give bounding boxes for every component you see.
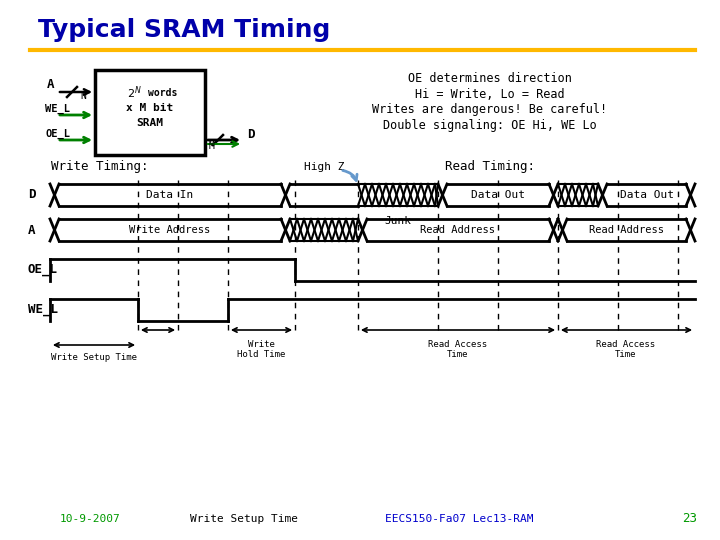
- Text: A: A: [47, 78, 55, 91]
- Text: WE_L: WE_L: [45, 104, 70, 114]
- Text: N: N: [80, 91, 86, 101]
- Text: Double signaling: OE Hi, WE Lo: Double signaling: OE Hi, WE Lo: [383, 119, 597, 132]
- Text: Write Setup Time: Write Setup Time: [51, 353, 137, 362]
- Text: 10-9-2007: 10-9-2007: [60, 514, 121, 524]
- Text: Read Timing:: Read Timing:: [445, 160, 535, 173]
- Text: Hi = Write, Lo = Read: Hi = Write, Lo = Read: [415, 87, 564, 100]
- Text: Read Access
Time: Read Access Time: [428, 340, 487, 360]
- Text: words: words: [148, 88, 177, 98]
- Text: D: D: [28, 188, 35, 201]
- Text: D: D: [247, 128, 254, 141]
- Text: Write Timing:: Write Timing:: [51, 160, 149, 173]
- Text: x M bit: x M bit: [127, 103, 174, 113]
- Text: Write Setup Time: Write Setup Time: [190, 514, 298, 524]
- Text: Data Out: Data Out: [619, 190, 673, 200]
- Text: A: A: [28, 224, 35, 237]
- Text: Write Address: Write Address: [130, 225, 211, 235]
- Text: OE determines direction: OE determines direction: [408, 71, 572, 84]
- Text: Writes are dangerous! Be careful!: Writes are dangerous! Be careful!: [372, 104, 608, 117]
- Text: M: M: [209, 141, 215, 151]
- Text: Typical SRAM Timing: Typical SRAM Timing: [38, 18, 330, 42]
- Text: Read Address: Read Address: [420, 225, 495, 235]
- Text: $2^N$: $2^N$: [127, 85, 142, 102]
- Text: High Z: High Z: [304, 162, 344, 172]
- Text: Write
Hold Time: Write Hold Time: [237, 340, 285, 360]
- Text: OE_L: OE_L: [28, 264, 58, 276]
- Bar: [95, 70, 205, 155]
- Text: WE_L: WE_L: [28, 303, 58, 316]
- Text: Data In: Data In: [146, 190, 194, 200]
- Text: Read Address: Read Address: [589, 225, 664, 235]
- Text: Read Access
Time: Read Access Time: [596, 340, 656, 360]
- Text: Junk: Junk: [384, 216, 412, 226]
- Text: OE_L: OE_L: [45, 129, 70, 139]
- Text: EECS150-Fa07 Lec13-RAM: EECS150-Fa07 Lec13-RAM: [385, 514, 534, 524]
- Text: SRAM: SRAM: [137, 118, 163, 128]
- Text: 23: 23: [683, 512, 698, 525]
- Text: Data Out: Data Out: [471, 190, 525, 200]
